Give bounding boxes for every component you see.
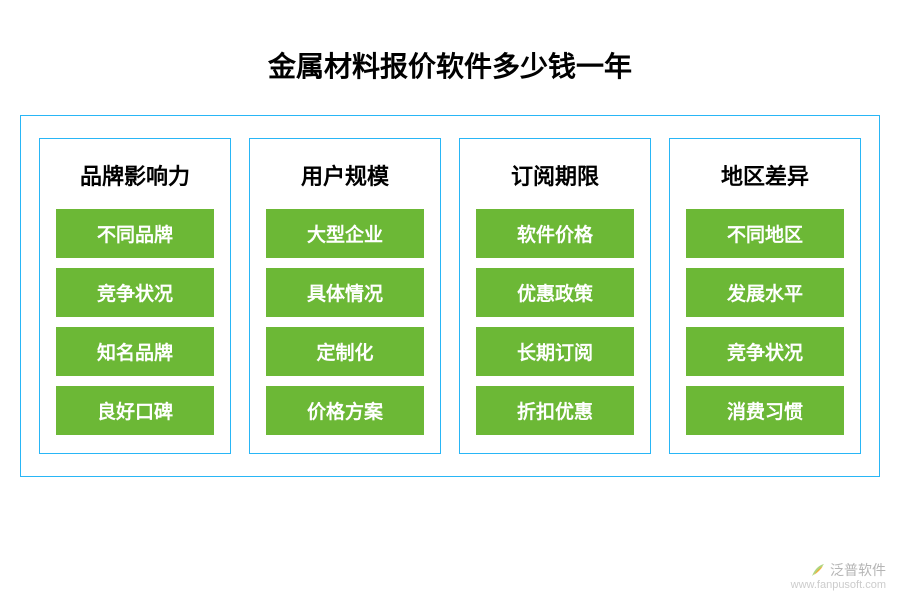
column-header: 品牌影响力 [80,159,190,191]
list-item: 不同品牌 [56,209,214,258]
watermark: 泛普软件 www.fanpusoft.com [791,562,886,592]
list-item: 发展水平 [686,268,844,317]
main-container: 品牌影响力 不同品牌 竞争状况 知名品牌 良好口碑 用户规模 大型企业 具体情况… [20,115,880,477]
column-user-scale: 用户规模 大型企业 具体情况 定制化 价格方案 [249,138,441,454]
list-item: 知名品牌 [56,327,214,376]
list-item: 软件价格 [476,209,634,258]
list-item: 价格方案 [266,386,424,435]
list-item: 定制化 [266,327,424,376]
column-header: 订阅期限 [511,159,599,191]
list-item: 竞争状况 [686,327,844,376]
list-item: 不同地区 [686,209,844,258]
list-item: 折扣优惠 [476,386,634,435]
list-item: 消费习惯 [686,386,844,435]
list-item: 竞争状况 [56,268,214,317]
column-regional-difference: 地区差异 不同地区 发展水平 竞争状况 消费习惯 [669,138,861,454]
column-brand-influence: 品牌影响力 不同品牌 竞争状况 知名品牌 良好口碑 [39,138,231,454]
watermark-url: www.fanpusoft.com [791,579,886,592]
page-title: 金属材料报价软件多少钱一年 [0,0,900,115]
column-header: 用户规模 [301,159,389,191]
column-header: 地区差异 [721,159,809,191]
list-item: 良好口碑 [56,386,214,435]
list-item: 长期订阅 [476,327,634,376]
watermark-brand: 泛普软件 [830,562,886,579]
column-subscription-period: 订阅期限 软件价格 优惠政策 长期订阅 折扣优惠 [459,138,651,454]
list-item: 大型企业 [266,209,424,258]
watermark-brand-row: 泛普软件 [810,562,886,579]
list-item: 具体情况 [266,268,424,317]
logo-icon [810,562,826,578]
list-item: 优惠政策 [476,268,634,317]
